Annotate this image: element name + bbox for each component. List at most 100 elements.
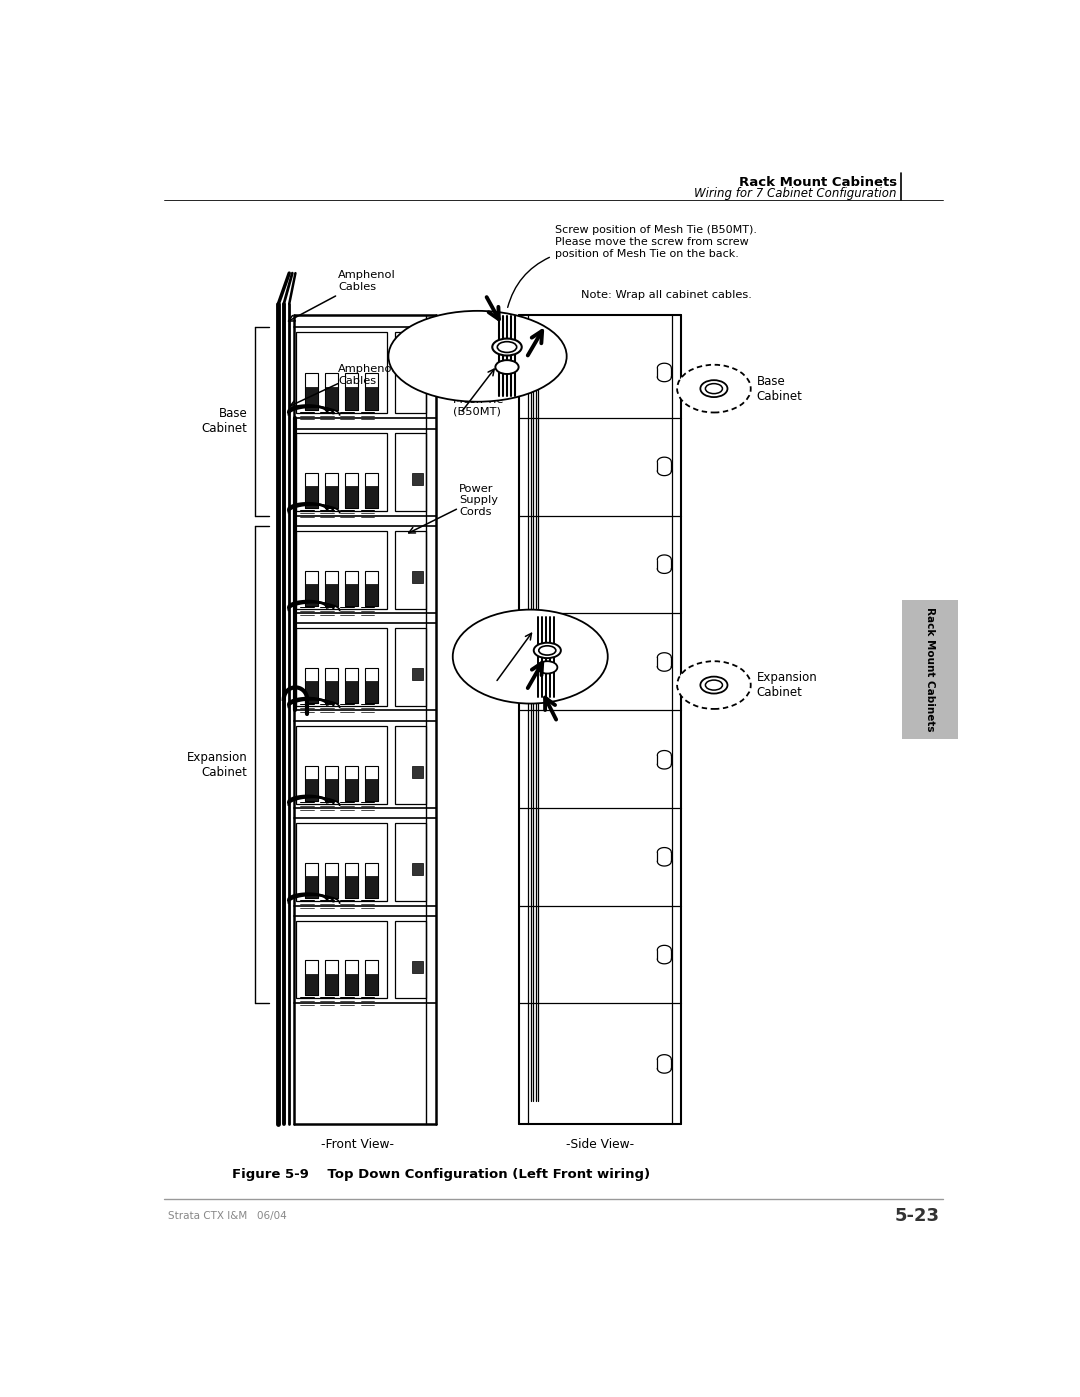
Bar [325,486,338,509]
Bar [345,974,359,996]
Bar [345,584,359,606]
Ellipse shape [497,342,516,352]
Text: Screw position of Mesh Tie (B50MT).
Please move the screw from screw
position of: Screw position of Mesh Tie (B50MT). Plea… [555,225,757,258]
Bar [365,387,378,411]
Ellipse shape [539,645,556,655]
Bar [365,584,378,606]
Bar [325,584,338,606]
Ellipse shape [677,661,751,708]
Bar [365,486,378,509]
Bar [902,601,958,739]
Text: Strata CTX I&M   06/04: Strata CTX I&M 06/04 [167,1211,286,1221]
Bar [394,629,427,705]
Bar [296,531,387,609]
Bar [325,960,338,996]
Bar [305,571,318,606]
Bar [345,863,359,898]
Text: Figure 5-9    Top Down Configuration (Left Front wiring): Figure 5-9 Top Down Configuration (Left … [232,1168,650,1180]
Text: Amphenol
Cables: Amphenol Cables [338,365,395,386]
Bar [325,778,338,800]
Bar [305,387,318,411]
Bar [305,668,318,703]
Bar [296,823,387,901]
Bar [365,766,378,800]
Bar [345,486,359,509]
Bar [325,474,338,509]
Bar [394,823,427,901]
Ellipse shape [534,643,561,658]
Bar [394,331,427,414]
Bar [365,680,378,703]
Bar [345,387,359,411]
Bar [325,373,338,411]
Bar [305,960,318,996]
Bar [413,668,423,680]
Ellipse shape [496,360,518,374]
Bar [345,571,359,606]
Text: Base
Cabinet: Base Cabinet [202,408,247,436]
Bar [305,373,318,411]
Bar [365,778,378,800]
Bar [345,668,359,703]
Text: -Front View-: -Front View- [321,1139,393,1151]
Bar [296,921,387,999]
Bar [305,974,318,996]
Bar [365,876,378,898]
Bar [345,373,359,411]
Bar [325,571,338,606]
Text: Power
Supply
Cords: Power Supply Cords [459,483,498,517]
Bar [413,571,423,583]
Bar [365,571,378,606]
Bar [305,474,318,509]
Ellipse shape [537,661,557,673]
Bar [394,433,427,511]
Bar [394,726,427,803]
Bar [305,584,318,606]
Bar [365,668,378,703]
Ellipse shape [492,338,522,355]
Bar [413,863,423,876]
Bar [365,373,378,411]
Bar [345,680,359,703]
Bar [325,876,338,898]
Bar [325,974,338,996]
Bar [325,766,338,800]
Bar [325,668,338,703]
Bar [296,331,387,414]
Ellipse shape [705,384,723,394]
Bar [365,974,378,996]
Bar [305,766,318,800]
Bar [345,474,359,509]
Ellipse shape [705,680,723,690]
Bar [394,921,427,999]
Text: Note: Wrap all cabinet cables.: Note: Wrap all cabinet cables. [581,289,752,300]
Bar [325,680,338,703]
Text: Amphenol
Cables: Amphenol Cables [338,270,395,292]
Text: -Side View-: -Side View- [566,1139,634,1151]
Ellipse shape [700,676,728,693]
Text: Expansion
Cabinet: Expansion Cabinet [757,671,818,698]
Text: Base
Cabinet: Base Cabinet [757,374,802,402]
Bar [345,778,359,800]
Ellipse shape [453,609,608,704]
Bar [305,486,318,509]
Bar [305,778,318,800]
Bar [296,726,387,803]
Text: Rack Mount Cabinets: Rack Mount Cabinets [926,608,935,732]
Bar [296,629,387,705]
Text: Amphenol
Cables: Amphenol Cables [474,664,532,686]
Ellipse shape [389,312,567,402]
Bar [305,876,318,898]
Ellipse shape [700,380,728,397]
Bar [296,433,387,511]
Ellipse shape [677,365,751,412]
Bar [365,474,378,509]
Bar [345,876,359,898]
Bar [345,960,359,996]
Text: Wiring for 7 Cabinet Configuration: Wiring for 7 Cabinet Configuration [694,187,896,200]
Text: Mesh Tie
(B50MT): Mesh Tie (B50MT) [453,395,503,416]
Bar [365,960,378,996]
Bar [365,863,378,898]
Bar [325,863,338,898]
Text: 5-23: 5-23 [894,1207,940,1225]
